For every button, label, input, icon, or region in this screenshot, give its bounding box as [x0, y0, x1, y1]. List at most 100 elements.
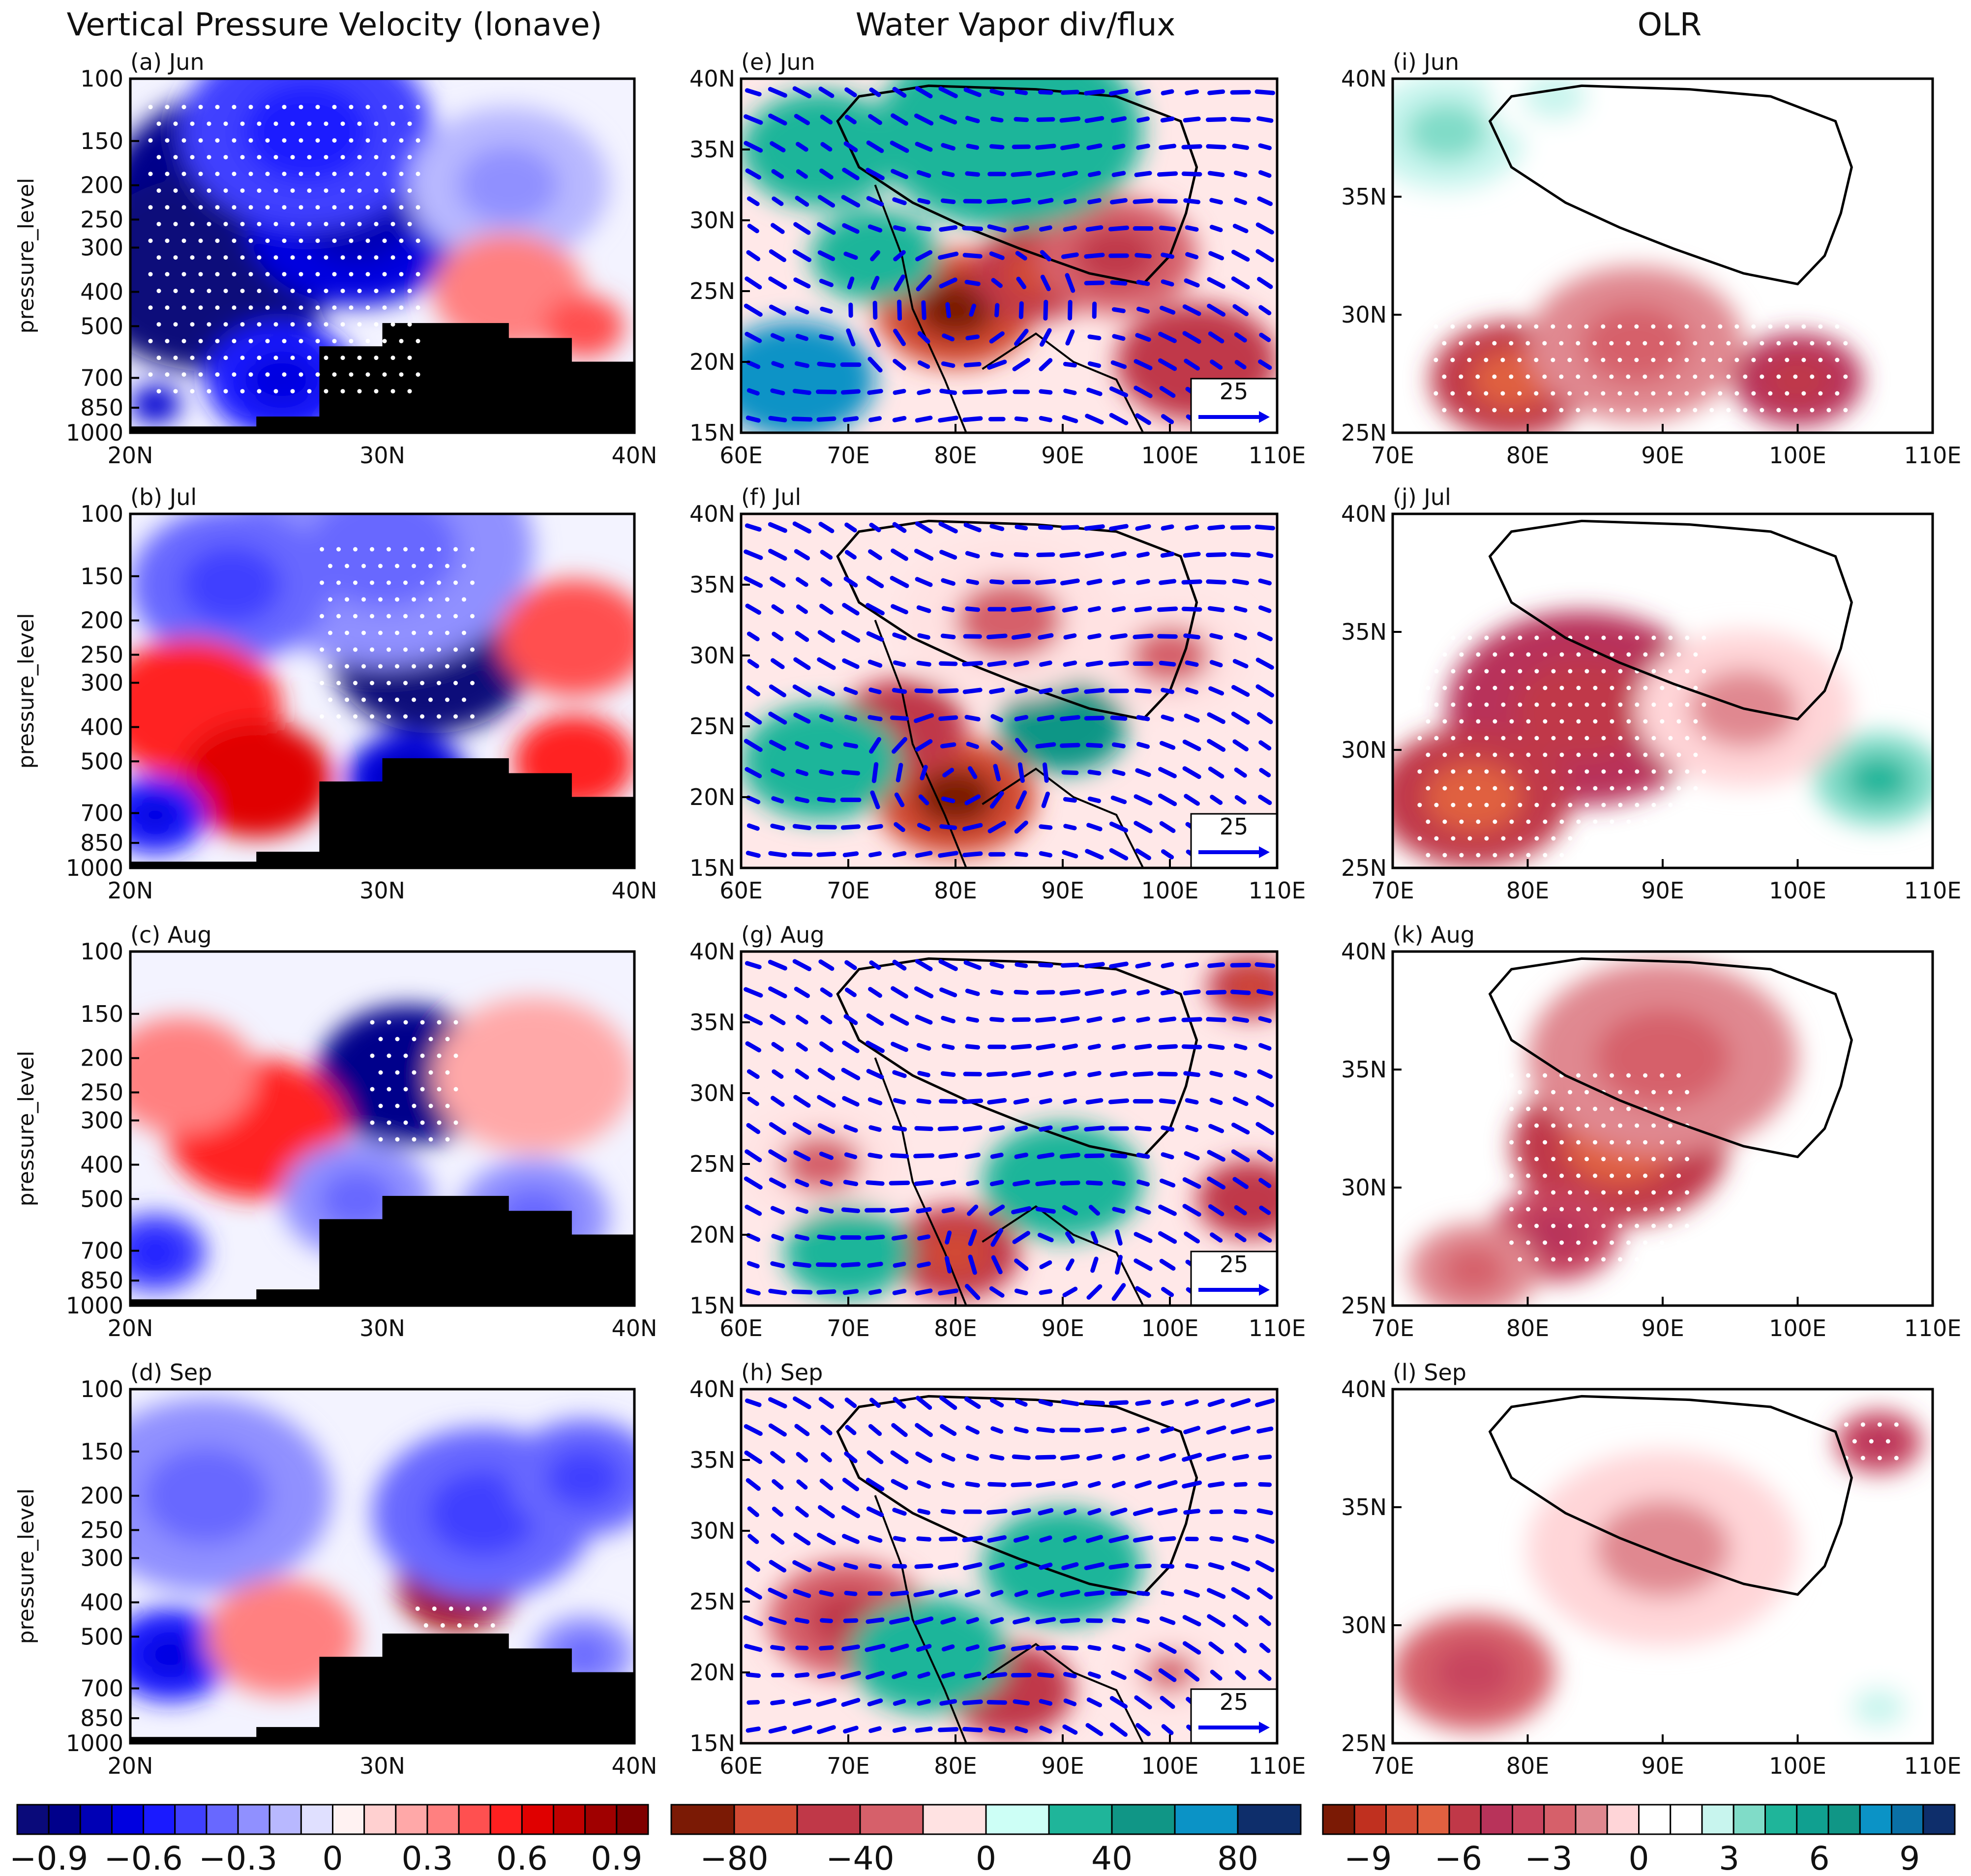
x-tick-label: 110E: [1249, 442, 1306, 469]
y-tick-label: 250: [80, 642, 123, 668]
y-tick-label: 20N: [689, 1221, 735, 1248]
y-tick-label: 25N: [689, 713, 735, 740]
x-tick-label: 100E: [1769, 877, 1826, 904]
colorbar-swatch: [1512, 1804, 1545, 1835]
terrain-block: [382, 758, 509, 868]
terrain-block: [130, 1299, 257, 1306]
y-tick-label: 150: [80, 128, 123, 154]
y-tick-label: 300: [80, 1107, 123, 1134]
terrain-block: [571, 361, 634, 433]
x-tick-label: 90E: [1641, 442, 1684, 469]
terrain-block: [319, 1219, 383, 1306]
colorbar-swatch: [1701, 1804, 1734, 1835]
reference-vector-label: 25: [1220, 378, 1249, 405]
y-tick-label: 700: [80, 364, 123, 391]
x-tick-label: 70E: [827, 1753, 870, 1779]
y-tick-label: 15N: [689, 1292, 735, 1319]
colorbar-tick-label: 80: [1217, 1840, 1258, 1876]
contour-blob-core: [458, 146, 559, 224]
y-tick-label: 200: [80, 172, 123, 199]
x-tick-label: 40N: [612, 1753, 657, 1779]
colorbar-tick-label: 0: [976, 1840, 996, 1876]
y-tick-label: 850: [80, 1705, 123, 1731]
contour-blob-core: [140, 1631, 201, 1678]
flux-vectors: [744, 959, 1276, 1301]
colorbar-tick-label: 6: [1809, 1840, 1830, 1876]
terrain-block: [508, 338, 572, 433]
contour-blob-core: [536, 608, 612, 667]
significance-stipple: [320, 547, 475, 719]
colorbar-swatch: [1575, 1804, 1608, 1835]
y-tick-label: 200: [80, 1045, 123, 1072]
panel-label: (d) Sep: [130, 1359, 212, 1386]
y-tick-label: 500: [80, 748, 123, 774]
colorbar-swatch: [1732, 1804, 1766, 1835]
colorbar-swatch: [458, 1804, 491, 1835]
y-tick-label: 40N: [1341, 938, 1387, 965]
contour-blob-core: [1846, 756, 1911, 803]
x-tick-label: 100E: [1141, 442, 1199, 469]
x-tick-label: 80E: [1506, 1315, 1550, 1341]
colorbar-0: −0.9 −0.6 −0.3 0 0.3 0.6 0.9: [9, 1804, 649, 1876]
field-c: [130, 952, 634, 1306]
column-title-olr: OLR: [1638, 7, 1702, 43]
colorbar-swatch: [1237, 1804, 1302, 1835]
contour-blob-core: [1441, 1247, 1506, 1294]
colorbar-tick-label: 0.9: [591, 1840, 642, 1876]
contour-blob-core: [243, 350, 320, 409]
colorbar-swatch: [143, 1804, 176, 1835]
x-tick-label: 80E: [1506, 1753, 1550, 1779]
colorbar-swatch: [733, 1804, 798, 1835]
colorbar-tick-label: −3: [1524, 1840, 1572, 1876]
significance-stipple: [370, 1020, 458, 1142]
y-tick-label: 500: [80, 1186, 123, 1212]
significance-stipple: [1844, 1422, 1899, 1460]
y-tick-label: 30N: [1341, 1612, 1387, 1638]
colorbar-tick-label: 3: [1719, 1840, 1739, 1876]
y-axis-label: pressure_level: [14, 613, 39, 769]
panels: (a) Jun1001502002503004005007008501000pr…: [14, 49, 1961, 1779]
y-tick-label: 30N: [1341, 1174, 1387, 1201]
reference-vector-label: 25: [1220, 1689, 1249, 1715]
field-f: [741, 514, 1277, 868]
field-e: [741, 79, 1277, 433]
x-tick-label: 90E: [1041, 1315, 1084, 1341]
panel-label: (l) Sep: [1393, 1359, 1466, 1386]
x-tick-label: 20N: [108, 442, 153, 469]
colorbar-swatch: [553, 1804, 586, 1835]
contour-blob-core: [923, 1229, 988, 1276]
panel-frame: [740, 950, 1279, 1307]
contour-blob-core: [1130, 626, 1210, 685]
reference-vector-label: 25: [1220, 1251, 1249, 1278]
colorbar-swatch: [1048, 1804, 1113, 1835]
x-tick-label: 100E: [1769, 442, 1826, 469]
y-tick-label: 100: [80, 65, 123, 92]
colorbar-tick-label: −6: [1434, 1840, 1482, 1876]
y-tick-label: 35N: [689, 571, 735, 598]
contour-blob-core: [180, 545, 282, 624]
x-tick-label: 40N: [612, 877, 657, 904]
contour-blob-core: [781, 120, 862, 179]
terrain-block: [256, 1727, 320, 1743]
x-tick-label: 40N: [612, 1315, 657, 1341]
y-tick-label: 20N: [689, 784, 735, 810]
contour-blob-core: [143, 225, 269, 322]
y-tick-label: 400: [80, 1589, 123, 1615]
contour-blob-core: [1156, 332, 1237, 391]
x-tick-label: 80E: [934, 877, 977, 904]
x-tick-label: 80E: [934, 442, 977, 469]
y-tick-label: 700: [80, 800, 123, 826]
colorbar-swatch: [1353, 1804, 1387, 1835]
y-tick-label: 30N: [689, 1518, 735, 1544]
x-tick-label: 70E: [1371, 1753, 1414, 1779]
colorbar-tick-label: −0.3: [199, 1840, 277, 1876]
terrain-block: [319, 781, 383, 868]
y-tick-label: 25N: [1341, 1730, 1387, 1757]
significance-stipple: [148, 105, 420, 394]
x-tick-label: 110E: [1249, 1315, 1306, 1341]
colorbar-swatch: [1448, 1804, 1482, 1835]
